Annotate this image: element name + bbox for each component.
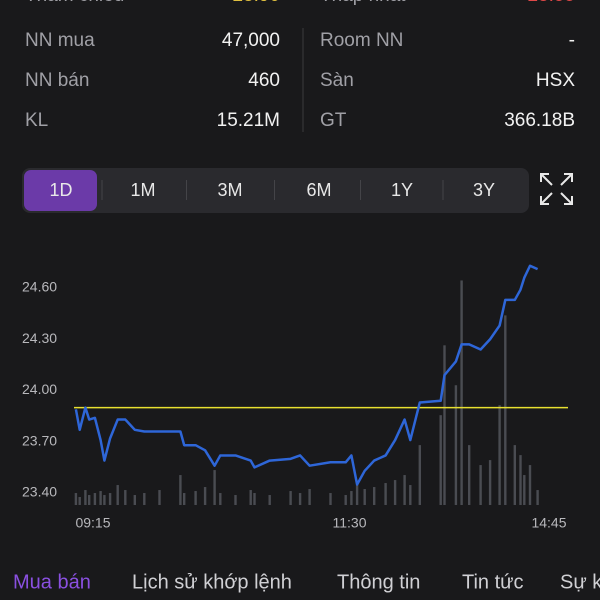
- price-line: [74, 264, 539, 486]
- icon-part: [540, 173, 553, 186]
- volume-bar: [373, 487, 376, 505]
- range-bar: [22, 168, 529, 213]
- info-label: Sàn: [320, 70, 354, 91]
- range-label[interactable]: 1M: [130, 180, 155, 200]
- volume-bar: [99, 491, 102, 505]
- volume-bar: [329, 493, 332, 505]
- volume-bar: [384, 483, 387, 505]
- volume-bar: [439, 415, 442, 505]
- info-label: NN bán: [25, 70, 89, 91]
- volume-bar: [523, 475, 526, 505]
- volume-bar: [249, 490, 252, 505]
- volume-bar: [528, 465, 532, 505]
- volume-bar: [74, 493, 78, 505]
- volume-bar: [308, 489, 311, 505]
- info-label: Room NN: [320, 30, 403, 51]
- volume-bar: [418, 445, 421, 505]
- volume-bar: [93, 493, 97, 505]
- x-tick-label: 11:30: [333, 515, 367, 531]
- range-label[interactable]: 6M: [306, 180, 331, 200]
- info-value: 23.55: [527, 0, 575, 6]
- x-tick-label: 09:15: [75, 515, 110, 531]
- range-label[interactable]: 1D: [49, 180, 72, 200]
- info-value: 15.21M: [217, 110, 280, 131]
- y-tick-label: 24.00: [22, 381, 57, 397]
- volume-bar: [88, 495, 91, 505]
- volume-bar: [350, 491, 353, 505]
- volume-bar: [504, 315, 507, 505]
- volume-bar: [536, 490, 539, 505]
- volume-bar: [355, 485, 359, 505]
- icon-part: [560, 173, 573, 186]
- bottom-tab[interactable]: Tin tức: [462, 571, 524, 593]
- info-value: -: [569, 30, 575, 51]
- volume-bar: [78, 497, 81, 505]
- range-selected[interactable]: [24, 170, 97, 211]
- range-label[interactable]: 3M: [217, 180, 242, 200]
- bottom-tab[interactable]: Thông tin: [337, 571, 420, 593]
- icon-part: [540, 192, 553, 205]
- volume-bar: [443, 345, 446, 505]
- volume-bar: [213, 470, 216, 505]
- volume-bar: [124, 490, 127, 505]
- volume-bar: [108, 493, 112, 505]
- volume-bar: [133, 495, 136, 505]
- volume-bar: [479, 465, 482, 505]
- info-label: NN mua: [25, 30, 95, 51]
- volume-bar: [409, 485, 412, 505]
- expand-icon[interactable]: [540, 173, 573, 205]
- volume-bar: [219, 493, 222, 505]
- icon-part: [560, 192, 573, 205]
- bottom-tab[interactable]: Sự kiện: [560, 571, 600, 593]
- volume-bar: [103, 495, 106, 505]
- volume-bar: [179, 475, 182, 505]
- range-label[interactable]: 3Y: [473, 180, 495, 200]
- volume-bar: [143, 493, 146, 505]
- info-label: Thấp nhất: [320, 0, 406, 6]
- y-tick-label: 23.70: [22, 432, 57, 448]
- volume-bar: [488, 460, 492, 505]
- bottom-tab[interactable]: Lịch sử khớp lệnh: [132, 571, 292, 593]
- range-label[interactable]: 1Y: [391, 180, 413, 200]
- info-value: 460: [248, 70, 280, 91]
- volume-bar: [363, 489, 366, 505]
- info-value: HSX: [536, 70, 575, 91]
- volume-bar: [403, 475, 406, 505]
- info-value: 23.90: [232, 0, 280, 6]
- volume-bar: [84, 490, 87, 505]
- volume-bar: [268, 495, 271, 505]
- info-label: GT: [320, 110, 347, 131]
- volume-bar: [519, 455, 522, 505]
- info-value: 366.18B: [504, 110, 575, 131]
- info-value: 47,000: [222, 30, 280, 51]
- y-tick-label: 24.60: [22, 279, 57, 295]
- volume-bar: [203, 487, 207, 505]
- volume-bar: [298, 493, 302, 505]
- y-tick-label: 24.30: [22, 330, 57, 346]
- info-label: KL: [25, 110, 48, 131]
- volume-bar: [513, 445, 516, 505]
- volume-bar: [289, 491, 292, 505]
- volume-bar: [116, 485, 119, 505]
- volume-bar: [253, 493, 256, 505]
- volume-bar: [194, 491, 197, 505]
- volume-bar: [158, 490, 161, 505]
- volume-bar: [344, 495, 347, 505]
- info-label: Tham chiếu: [25, 0, 124, 6]
- y-tick-label: 23.40: [22, 484, 57, 500]
- x-tick-label: 14:45: [531, 515, 566, 531]
- volume-bar: [468, 445, 471, 505]
- volume-bar: [234, 495, 237, 505]
- volume-bar: [454, 385, 458, 505]
- volume-bar: [460, 280, 463, 505]
- volume-bar: [183, 493, 186, 505]
- bottom-tab[interactable]: Mua bán: [13, 571, 91, 593]
- volume-bar: [393, 480, 397, 505]
- volume-bar: [498, 405, 501, 505]
